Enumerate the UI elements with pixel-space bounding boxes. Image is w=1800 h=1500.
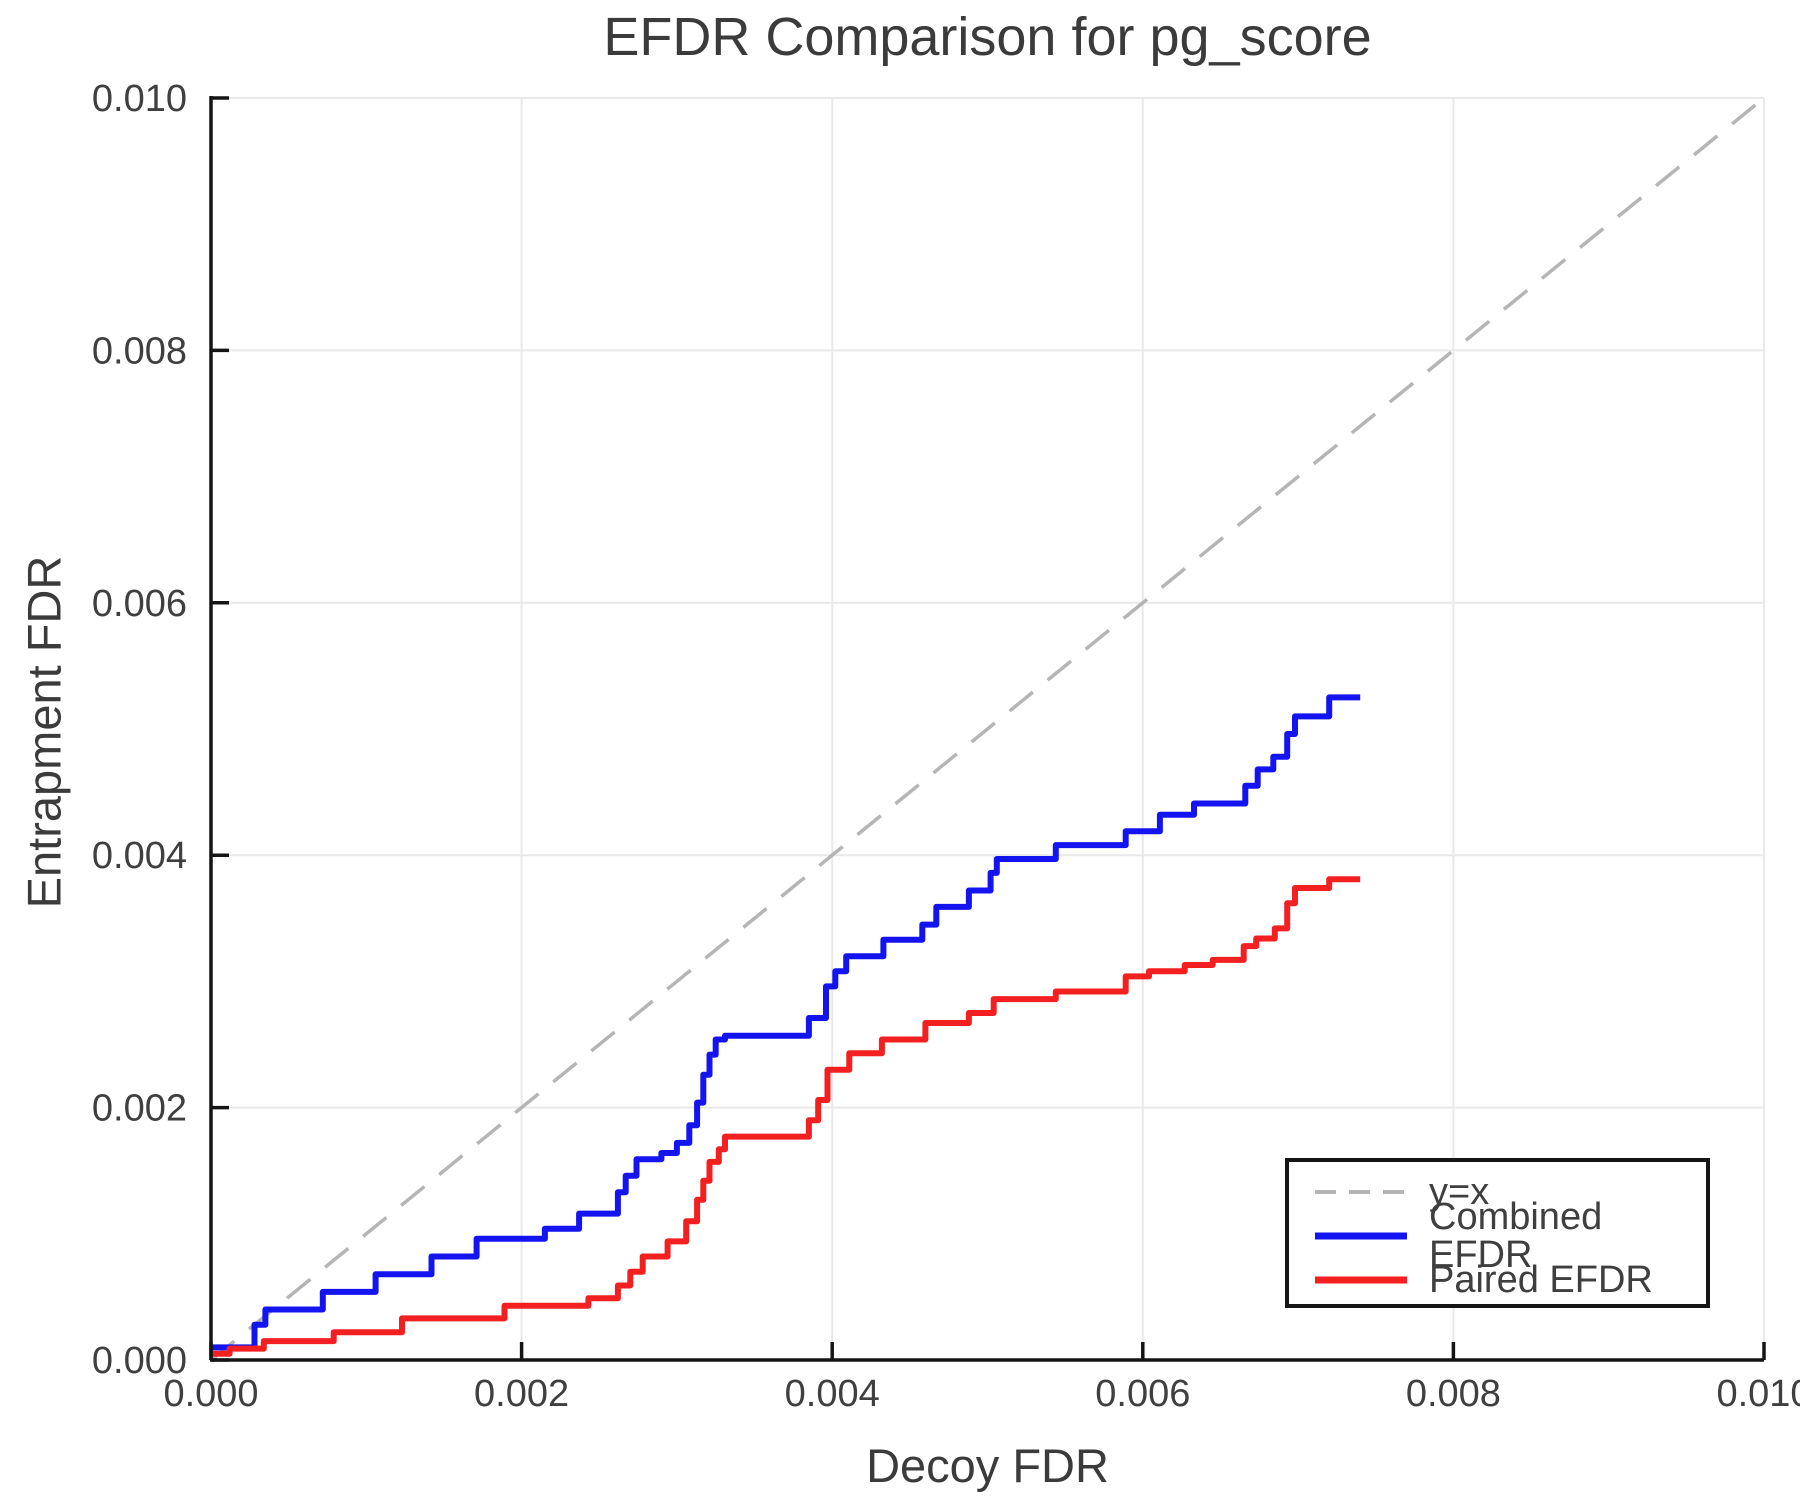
x-tick-label: 0.006 <box>1095 1373 1190 1415</box>
y-tick-label: 0.004 <box>92 835 187 877</box>
x-axis-label: Decoy FDR <box>866 1439 1109 1492</box>
series-y-x <box>209 96 1766 1362</box>
series-paired-efdr <box>211 876 1361 1357</box>
x-tick-label: 0.000 <box>163 1373 258 1415</box>
legend-box: y=x Combined EFDR Paired EFDR <box>1285 1158 1710 1308</box>
y-tick-label: 0.000 <box>92 1340 187 1382</box>
red-line-sample-icon <box>1315 1276 1407 1284</box>
legend-label-combined-efdr: Combined EFDR <box>1429 1196 1603 1276</box>
legend-item-yx: y=x <box>1315 1170 1706 1214</box>
legend-label-yx: y=x <box>1429 1171 1490 1213</box>
blue-line-sample-icon <box>1315 1232 1407 1240</box>
x-tick-label: 0.004 <box>785 1373 880 1415</box>
series-combined-efdr <box>211 694 1361 1351</box>
y-tick-label: 0.010 <box>92 78 187 120</box>
x-tick-label: 0.002 <box>474 1373 569 1415</box>
legend-label-paired-efdr: Paired EFDR <box>1429 1259 1653 1301</box>
legend-item-paired-efdr: Paired EFDR <box>1315 1258 1706 1302</box>
dashed-line-sample-icon <box>1315 1190 1407 1194</box>
y-tick-label: 0.002 <box>92 1088 187 1130</box>
x-tick-label: 0.010 <box>1716 1373 1800 1415</box>
chart-title: EFDR Comparison for pg_score <box>603 7 1372 67</box>
y-tick-label: 0.006 <box>92 583 187 625</box>
x-tick-label: 0.008 <box>1406 1373 1501 1415</box>
legend-item-combined-efdr: Combined EFDR <box>1315 1198 1706 1274</box>
y-tick-label: 0.008 <box>92 330 187 372</box>
y-axis-label: Entrapment FDR <box>17 555 71 909</box>
